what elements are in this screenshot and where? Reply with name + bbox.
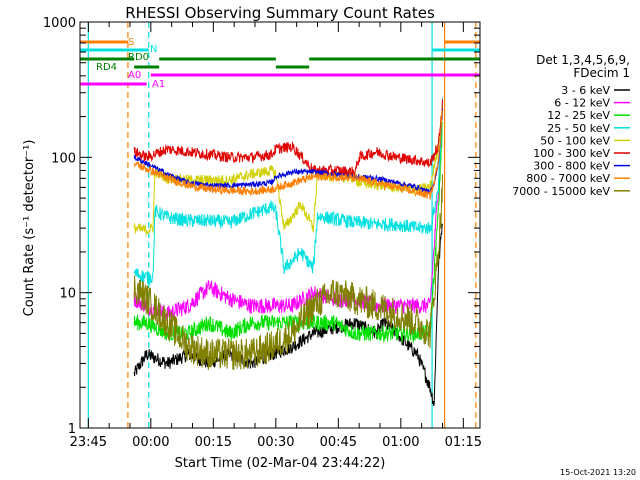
series-line <box>133 108 443 195</box>
x-tick-label: 00:15 <box>195 435 232 450</box>
legend-entry-label: 100 - 300 keV <box>533 147 610 160</box>
x-axis-label: Start Time (02-Mar-04 23:44:22) <box>175 456 386 471</box>
legend-entry-label: 300 - 800 keV <box>533 160 610 173</box>
chart-title: RHESSI Observing Summary Count Rates <box>125 4 435 22</box>
x-tick-label: 00:30 <box>257 435 294 450</box>
series-line <box>133 110 443 200</box>
y-tick-label: 1 <box>68 422 76 437</box>
series-line <box>133 97 443 286</box>
series-line <box>133 174 443 370</box>
series-line <box>133 99 443 177</box>
legend-entry-label: 3 - 6 keV <box>561 84 610 97</box>
state-bar-label: RD4 <box>96 62 117 73</box>
state-bar-label: A0 <box>128 70 141 81</box>
legend-header: FDecim 1 <box>573 66 630 80</box>
y-tick-label: 100 <box>51 151 76 166</box>
legend-header: Det 1,3,4,5,6,9, <box>536 53 630 67</box>
x-tick-label: 01:00 <box>382 435 419 450</box>
legend-entry-label: 6 - 12 keV <box>554 97 610 110</box>
state-bar-label: A1 <box>152 79 165 90</box>
legend-entry-label: 12 - 25 keV <box>547 109 610 122</box>
axes: 1 10 100 1000 23:45 00:00 00:15 00:30 00:45 01:00… <box>43 16 482 450</box>
state-bar-label: RD0 <box>128 52 149 63</box>
state-bar-label: S <box>128 37 134 48</box>
x-tick-label: 01:15 <box>445 435 482 450</box>
series-group <box>133 97 443 406</box>
y-axis-label: Count Rate (s⁻¹ detector⁻¹) <box>22 140 37 317</box>
legend-entry-label: 25 - 50 keV <box>547 122 610 135</box>
x-tick-label: 23:45 <box>70 435 107 450</box>
legend-entry-label: 7000 - 15000 keV <box>512 185 610 198</box>
y-tick-label: 1000 <box>43 16 76 31</box>
series-line <box>133 107 443 321</box>
x-tick-label: 00:45 <box>320 435 357 450</box>
x-tick-label: 00:00 <box>132 435 169 450</box>
y-tick-label: 10 <box>59 287 76 302</box>
legend-entry-label: 800 - 7000 keV <box>526 172 610 185</box>
plot-frame <box>79 21 481 429</box>
footer-timestamp: 15-Oct-2021 13:20 <box>560 468 636 477</box>
state-bar-label: N <box>150 44 157 55</box>
legend-entry-label: 50 - 100 keV <box>540 134 610 147</box>
